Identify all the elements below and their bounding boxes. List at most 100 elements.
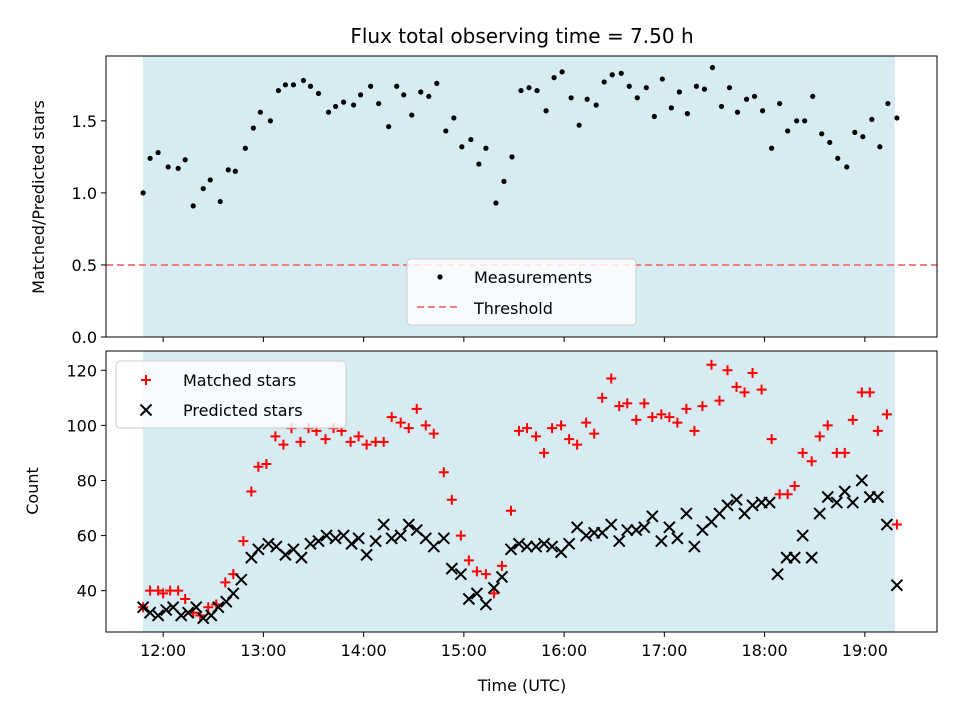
predicted-star-point (360, 548, 373, 562)
measurement-point (501, 178, 507, 184)
predicted-star-point (427, 540, 440, 553)
matched-star-point (173, 585, 184, 596)
matched-star-point (420, 420, 431, 431)
predicted-star-point (846, 496, 860, 509)
matched-star-point (158, 588, 169, 599)
measurement-point (165, 164, 171, 170)
predicted-star-point (369, 534, 382, 548)
predicted-star-point (174, 609, 188, 622)
predicted-star-point (621, 523, 634, 537)
matched-star-point (378, 436, 389, 447)
matched-star-point (438, 467, 449, 478)
measurement-point (493, 200, 499, 206)
legend-measurements-marker (437, 274, 443, 280)
matched-star-point (881, 409, 892, 420)
measurement-point (819, 131, 825, 137)
matched-star-point (597, 392, 608, 403)
measurement-point (418, 89, 424, 95)
x-tick-label: 18:00 (742, 641, 788, 660)
measurement-point (785, 128, 791, 134)
measurement-point (894, 115, 900, 121)
measurement-point (376, 100, 382, 107)
matched-star-point (531, 431, 542, 442)
measurement-point (290, 82, 297, 88)
matched-star-point (270, 431, 281, 442)
measurement-point (282, 82, 289, 88)
predicted-star-point (385, 532, 398, 545)
matched-star-point (614, 401, 625, 412)
measurement-point (434, 80, 440, 86)
matched-star-point (789, 480, 800, 491)
bottom-y-axis-label: Count (23, 467, 42, 515)
legend-matched-label: Matched stars (183, 371, 296, 390)
predicted-star-point (151, 609, 165, 622)
predicted-star-point (671, 532, 684, 545)
matched-star-point (847, 414, 858, 425)
matched-star-point (253, 461, 264, 472)
measurement-point (743, 96, 750, 102)
bottom-y-tick-label: 60 (77, 527, 97, 546)
measurement-point (147, 155, 153, 161)
measurement-point (443, 128, 449, 134)
predicted-star-point (638, 521, 651, 534)
predicted-star-point (855, 474, 869, 487)
measurement-point (659, 76, 665, 82)
measurement-point (668, 105, 674, 111)
measurement-point (835, 155, 841, 161)
predicted-star-point (579, 529, 593, 542)
legend-matched-marker (141, 375, 151, 385)
legend-threshold-label: Threshold (473, 299, 553, 318)
predicted-star-point (252, 543, 265, 556)
bottom-y-tick-label: 120 (66, 361, 97, 380)
bottom-axes-frame (105, 350, 938, 633)
measurement-point (509, 154, 515, 160)
predicted-star-point (655, 534, 668, 548)
measurement-point (777, 100, 783, 107)
predicted-star-point (352, 532, 365, 545)
predicted-star-point (830, 496, 843, 509)
predicted-star-point (345, 537, 358, 551)
measurement-point (190, 203, 196, 209)
predicted-star-point (143, 606, 157, 619)
matched-star-point (496, 560, 507, 571)
x-tick-label: 13:00 (240, 641, 286, 660)
predicted-star-point (312, 534, 325, 548)
measurement-point (751, 93, 758, 99)
matched-star-point (581, 417, 592, 428)
matched-star-point (891, 519, 902, 530)
measurement-point (182, 157, 188, 163)
predicted-star-point (613, 534, 626, 548)
predicted-star-point (437, 532, 451, 545)
measurement-point (409, 112, 415, 118)
predicted-star-point (212, 600, 225, 614)
matched-star-point (547, 423, 558, 434)
measurement-point (401, 92, 407, 98)
measurement-point (593, 102, 599, 108)
measurement-point (200, 185, 206, 192)
predicted-star-point (880, 518, 894, 531)
measurement-point (315, 90, 322, 97)
matched-star-point (446, 494, 457, 505)
matched-star-point (722, 365, 733, 376)
matched-star-point (689, 425, 700, 436)
matched-star-point (731, 381, 742, 392)
matched-star-point (564, 434, 575, 445)
matched-star-point (822, 420, 833, 431)
measurement-point (626, 83, 632, 89)
measurement-point (526, 85, 532, 91)
predicted-star-point (454, 567, 468, 581)
predicted-star-point (504, 543, 518, 556)
measurement-point (300, 77, 307, 84)
matched-star-point (488, 588, 499, 599)
predicted-star-point (890, 578, 904, 592)
x-tick-label: 19:00 (842, 641, 888, 660)
measurement-point (827, 139, 833, 146)
measurement-point (518, 87, 524, 94)
predicted-star-point (227, 587, 240, 600)
predicted-star-point (763, 496, 776, 509)
matched-star-point (463, 555, 474, 566)
predicted-star-point (470, 587, 484, 600)
predicted-star-point (197, 612, 210, 625)
matched-star-point (386, 412, 397, 423)
measurement-point (459, 144, 465, 150)
